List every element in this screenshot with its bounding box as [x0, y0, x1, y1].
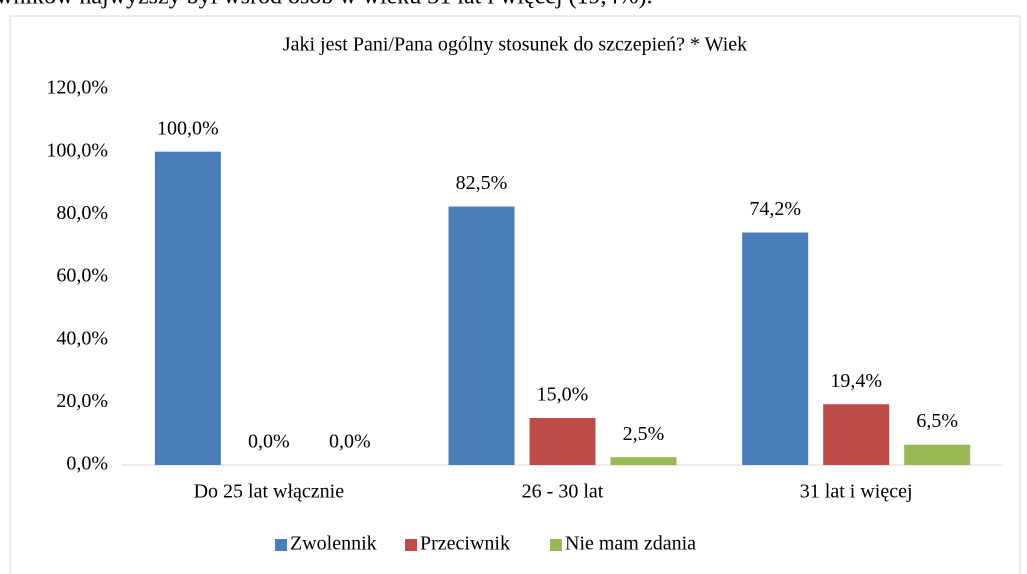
value-label: 74,2% — [749, 198, 801, 220]
x-tick-label: Do 25 lat włącznie — [194, 481, 345, 503]
value-label: 0,0% — [248, 431, 290, 453]
y-tick-label: 20,0% — [56, 390, 108, 412]
bar — [154, 151, 221, 465]
legend-label: Nie mam zdania — [565, 533, 696, 555]
x-tick-label: 26 - 30 lat — [522, 481, 604, 503]
value-label: 100,0% — [157, 117, 219, 139]
bar — [610, 457, 677, 465]
y-tick-label: 120,0% — [46, 77, 108, 99]
value-label: 6,5% — [916, 410, 958, 432]
legend-swatch — [405, 539, 417, 551]
legend-swatch — [275, 539, 287, 551]
y-tick-label: 40,0% — [56, 327, 108, 349]
legend-swatch — [550, 539, 562, 551]
bar — [823, 404, 890, 465]
legend-label: Przeciwnik — [420, 533, 510, 555]
y-tick-label: 80,0% — [56, 202, 108, 224]
value-label: 15,0% — [537, 384, 589, 406]
y-tick-label: 100,0% — [46, 139, 108, 161]
x-tick-label: 31 lat i więcej — [800, 481, 913, 503]
value-label: 19,4% — [830, 370, 882, 392]
caption-above: wników najwyższy był wśród osób w wieku … — [0, 0, 653, 10]
y-tick-label: 60,0% — [56, 265, 108, 287]
value-label: 0,0% — [329, 431, 371, 453]
value-label: 2,5% — [623, 423, 665, 445]
legend-label: Zwolennik — [290, 533, 377, 555]
chart-title: Jaki jest Pani/Pana ogólny stosunek do s… — [283, 34, 747, 56]
value-label: 82,5% — [456, 172, 508, 194]
y-tick-label: 0,0% — [66, 453, 108, 475]
bar — [904, 444, 971, 465]
bar — [448, 206, 515, 465]
bar — [742, 232, 809, 465]
bar — [529, 418, 596, 465]
